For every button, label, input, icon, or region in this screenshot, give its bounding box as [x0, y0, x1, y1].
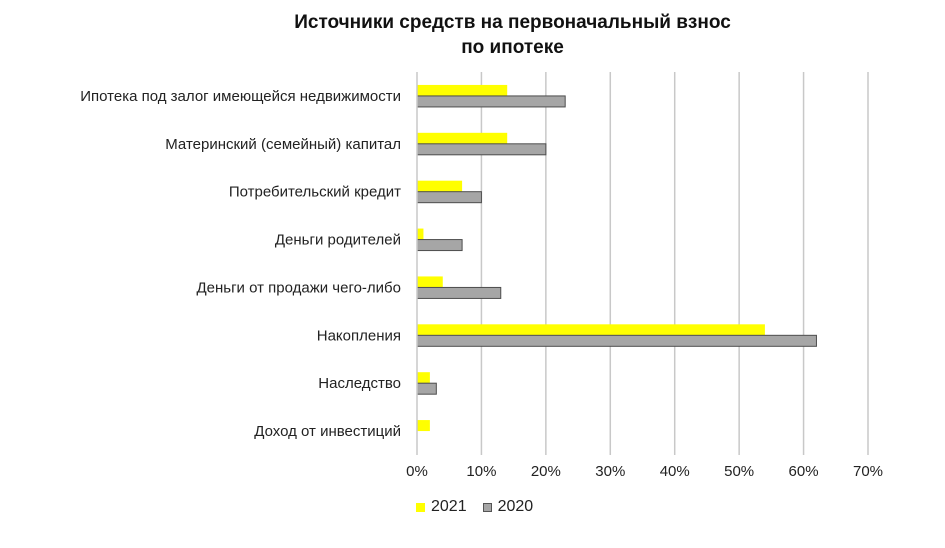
bar-2021 [417, 420, 430, 432]
x-tick-label: 30% [595, 463, 625, 480]
x-tick-label: 60% [789, 463, 819, 480]
category-label: Ипотека под залог имеющейся недвижимости [80, 88, 401, 105]
category-label: Накопления [317, 327, 401, 344]
x-tick-label: 70% [853, 463, 883, 480]
chart-legend: 2021 2020 [416, 498, 549, 516]
legend-label-2020: 2020 [497, 498, 534, 515]
category-label: Деньги от продажи чего-либо [196, 279, 401, 296]
bar-2020 [416, 239, 463, 252]
x-tick-label: 0% [406, 463, 428, 480]
legend-item-2020: 2020 [482, 498, 534, 516]
legend-label-2021: 2021 [431, 498, 467, 515]
bar-2020 [416, 334, 817, 347]
bar-2021 [417, 324, 765, 336]
bar-2021 [417, 276, 443, 288]
bar-2020 [416, 286, 502, 299]
bar-2021 [417, 372, 430, 384]
bar-2020 [416, 382, 437, 395]
bar-2021 [417, 228, 424, 240]
legend-item-2021: 2021 [416, 498, 467, 516]
category-label: Деньги родителей [275, 232, 401, 249]
category-label: Потребительский кредит [229, 184, 401, 201]
bar-2020 [416, 191, 482, 204]
x-tick-label: 20% [531, 463, 561, 480]
x-tick-label: 40% [660, 463, 690, 480]
category-label: Наследство [318, 375, 401, 392]
legend-swatch-2021 [416, 502, 425, 512]
legend-swatch-2020 [482, 502, 492, 512]
bar-2021 [417, 84, 508, 96]
category-label: Доход от инвестиций [254, 423, 401, 440]
chart-title-line-1: Источники средств на первоначальный взно… [294, 12, 731, 33]
chart-title-line-2: по ипотеке [461, 37, 564, 58]
bar-2021 [417, 132, 508, 144]
bar-2021 [417, 180, 463, 192]
x-tick-label: 10% [466, 463, 496, 480]
x-tick-label: 50% [724, 463, 754, 480]
bar-2020 [416, 95, 566, 108]
category-label: Материнский (семейный) капитал [165, 136, 401, 153]
bar-2020 [416, 143, 547, 156]
chart-title: Источники средств на первоначальный взно… [0, 10, 945, 60]
